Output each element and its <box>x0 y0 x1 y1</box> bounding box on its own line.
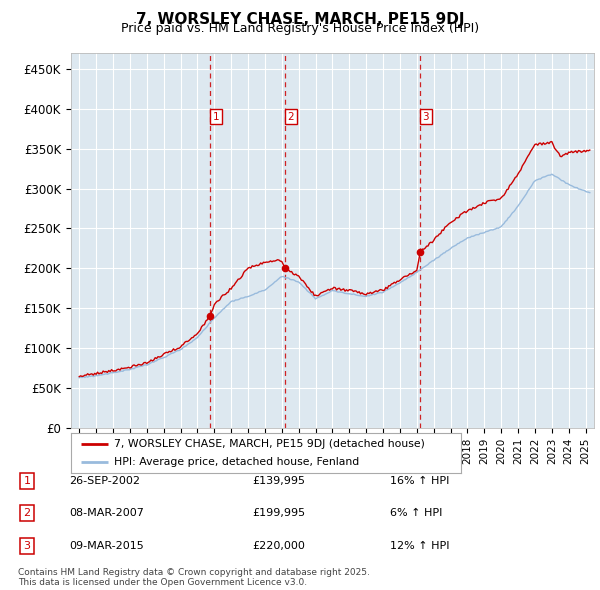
Text: 26-SEP-2002: 26-SEP-2002 <box>69 476 140 486</box>
Text: 3: 3 <box>422 112 429 122</box>
Text: 09-MAR-2015: 09-MAR-2015 <box>69 541 144 550</box>
Text: 7, WORSLEY CHASE, MARCH, PE15 9DJ: 7, WORSLEY CHASE, MARCH, PE15 9DJ <box>136 12 464 27</box>
Text: 2: 2 <box>23 509 31 518</box>
Text: Price paid vs. HM Land Registry's House Price Index (HPI): Price paid vs. HM Land Registry's House … <box>121 22 479 35</box>
Text: 6% ↑ HPI: 6% ↑ HPI <box>390 509 442 518</box>
Text: HPI: Average price, detached house, Fenland: HPI: Average price, detached house, Fenl… <box>114 457 359 467</box>
Text: 2: 2 <box>287 112 294 122</box>
Text: 16% ↑ HPI: 16% ↑ HPI <box>390 476 449 486</box>
Text: 12% ↑ HPI: 12% ↑ HPI <box>390 541 449 550</box>
Text: 1: 1 <box>212 112 219 122</box>
Text: £220,000: £220,000 <box>252 541 305 550</box>
Text: 7, WORSLEY CHASE, MARCH, PE15 9DJ (detached house): 7, WORSLEY CHASE, MARCH, PE15 9DJ (detac… <box>114 439 425 449</box>
Text: £199,995: £199,995 <box>252 509 305 518</box>
Text: 1: 1 <box>23 476 31 486</box>
Text: 3: 3 <box>23 541 31 550</box>
Text: Contains HM Land Registry data © Crown copyright and database right 2025.
This d: Contains HM Land Registry data © Crown c… <box>18 568 370 587</box>
Text: £139,995: £139,995 <box>252 476 305 486</box>
Text: 08-MAR-2007: 08-MAR-2007 <box>69 509 144 518</box>
